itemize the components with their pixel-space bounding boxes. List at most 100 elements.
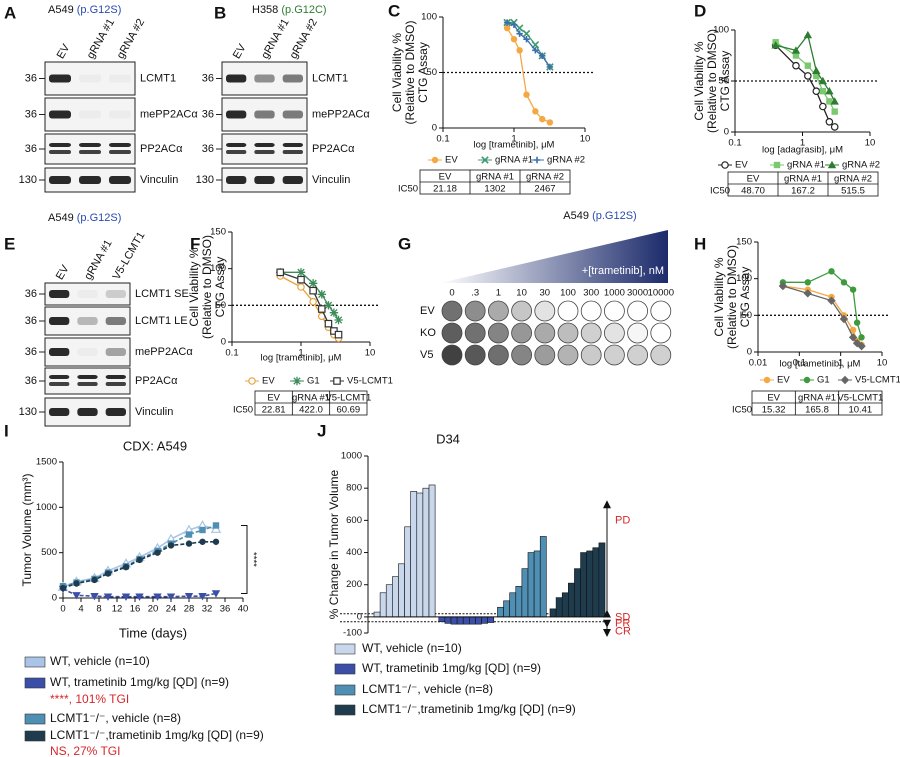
data-point (804, 72, 812, 80)
title-variant: (p.G12S) (592, 210, 637, 222)
bar (539, 536, 547, 618)
panel-title: A549 (p.G12S) (48, 212, 121, 224)
y-axis-label: % Change in Tumor Volume (327, 469, 341, 619)
data-point (136, 556, 143, 564)
table-header: EV (439, 172, 452, 183)
title-cell-line: A549 (48, 212, 74, 224)
legend-marker (481, 156, 489, 164)
data-point (532, 47, 539, 54)
y-tick-label: 150 (210, 227, 226, 238)
blot-band (109, 143, 131, 147)
dose-label: 10000 (648, 288, 674, 299)
y-axis-label: Cell Viability % (390, 33, 404, 112)
data-point (91, 576, 98, 584)
y-tick-label: 50 (741, 310, 752, 321)
well (627, 300, 648, 322)
data-point (827, 296, 836, 305)
mw-marker: 36 (25, 143, 37, 155)
x-tick-label: 0.1 (728, 138, 741, 149)
y-axis-label: Tumor Volume (mm³) (20, 474, 34, 587)
panel-letter: B (214, 3, 226, 22)
data-point (90, 592, 99, 601)
blot-band (105, 317, 126, 325)
x-tick-label: 1 (298, 348, 303, 359)
blot-band (105, 375, 126, 379)
data-point (532, 108, 539, 115)
data-point (104, 570, 112, 577)
x-tick-label: 16 (130, 604, 141, 615)
legend-marker (763, 376, 771, 384)
data-point (849, 286, 857, 293)
table-cell: 10.41 (848, 405, 872, 416)
data-point (297, 275, 305, 284)
data-point (73, 580, 80, 587)
response-zone-label: PR (615, 617, 630, 629)
blot-band (109, 176, 131, 184)
well (650, 322, 672, 344)
data-point (828, 268, 835, 275)
blot-band (254, 110, 275, 119)
x-tick-label: 24 (166, 604, 177, 615)
data-point (212, 522, 220, 529)
blot-band (226, 176, 247, 184)
well (557, 300, 579, 322)
data-point (198, 592, 207, 601)
y-tick-label: 1000 (36, 502, 57, 513)
bar (515, 586, 523, 618)
data-point (503, 24, 511, 32)
blot-band (49, 375, 70, 379)
x-tick-label: 10 (365, 348, 376, 359)
bar (497, 606, 504, 618)
table-header: gRNA #2 (834, 174, 872, 185)
panel-letter: G (398, 234, 411, 253)
table-cell: 165.8 (805, 405, 829, 416)
data-point (546, 119, 554, 126)
blot-band (254, 150, 275, 154)
data-point (297, 283, 305, 291)
data-point (830, 123, 839, 131)
table-cell: 21.18 (433, 184, 457, 195)
blot-band (49, 317, 70, 325)
panel-letter: A (4, 3, 16, 22)
legend-swatch (24, 713, 46, 725)
y-tick-label: 0 (357, 611, 362, 622)
well (534, 300, 556, 322)
bar (487, 616, 495, 623)
row-label: EV (420, 305, 435, 317)
lane-label: gRNA #2 (115, 17, 147, 61)
data-point (309, 286, 317, 295)
chart-title: CDX: A549 (123, 438, 187, 453)
y-axis-label: CTG Assay (718, 51, 732, 112)
bar (568, 582, 575, 618)
bar (549, 608, 557, 618)
blot-band (226, 110, 247, 119)
data-point (539, 52, 546, 60)
blot-band (49, 150, 71, 154)
legend-marker (248, 377, 256, 385)
title-variant: (p.G12S) (77, 4, 122, 16)
response-zone-label: CR (615, 625, 631, 637)
bar (373, 611, 381, 618)
blot-band (282, 74, 303, 83)
wedge-label: +[trametinib], nM (582, 265, 664, 277)
data-point (309, 297, 317, 306)
y-axis-label: (Relative to DMSO) (403, 20, 417, 124)
well (557, 344, 579, 366)
chart-title: D34 (436, 431, 460, 446)
data-point (185, 540, 193, 547)
blot-band (77, 382, 98, 386)
y-tick-label: 0 (432, 123, 437, 134)
data-point (830, 97, 839, 105)
blot-band (105, 290, 126, 298)
dose-label: .3 (471, 288, 479, 299)
legend-swatch (334, 643, 356, 655)
legend-marker (431, 156, 439, 164)
legend-label: EV (735, 160, 748, 171)
legend-swatch (334, 704, 356, 716)
lane-label: EV (55, 42, 73, 61)
mw-marker: 36 (25, 288, 37, 300)
bar (574, 568, 581, 618)
data-point (849, 326, 857, 334)
data-point (848, 333, 858, 342)
